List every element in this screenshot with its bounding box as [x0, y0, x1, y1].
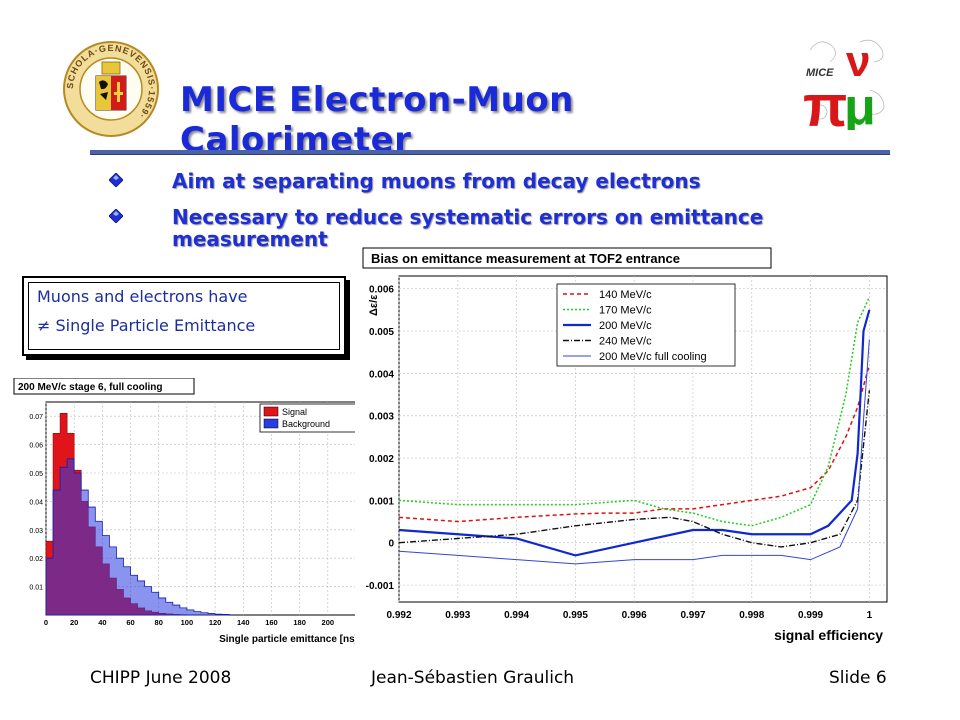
emittance-histogram-chart: 200 MeV/c stage 6, full cooling 0.01 0.02…	[10, 378, 362, 646]
bullet-text: Aim at separating muons from decay elect…	[172, 169, 701, 193]
line-y-tick-label: 0.002	[369, 454, 394, 465]
line-y-tick-label: 0.001	[369, 496, 394, 507]
histogram-background-series	[45, 458, 230, 616]
histogram-y-tick-label: 0.04	[29, 499, 43, 506]
histogram-y-tick-label: 0.06	[29, 443, 43, 450]
diamond-bullet-icon	[109, 173, 123, 187]
histogram-x-tick-label: 20	[70, 618, 78, 627]
histogram-title: 200 MeV/c stage 6, full cooling	[18, 382, 163, 393]
line-legend-label: 170 MeV/c	[599, 305, 652, 317]
title-divider	[90, 150, 890, 155]
line-chart-title: Bias on emittance measurement at TOF2 en…	[371, 251, 680, 266]
svg-text:ν: ν	[846, 37, 870, 86]
line-y-tick-label: 0.005	[369, 327, 394, 338]
line-x-tick-label: 0.994	[504, 610, 529, 621]
histogram-x-tick-label: 0	[44, 618, 48, 627]
line-x-tick-label: 1	[867, 610, 873, 621]
histogram-x-tick-label: 160	[265, 618, 278, 627]
line-x-tick-label: 0.992	[386, 610, 411, 621]
line-legend-label: 200 MeV/c full cooling	[599, 351, 707, 363]
line-y-tick-label: 0.004	[369, 369, 394, 380]
footer-slide-number: Slide 6	[829, 668, 887, 688]
diamond-bullet-icon	[109, 209, 123, 223]
histogram-x-tick-label: 80	[155, 618, 163, 627]
slide-title: MICE Electron-Muon Calorimeter	[180, 80, 574, 160]
callout-line-2: ≠ Single Particle Emittance	[37, 316, 256, 335]
line-y-tick-label: -0.001	[366, 581, 395, 592]
footer-event: CHIPP June 2008	[90, 668, 232, 688]
svg-text:π: π	[803, 74, 847, 130]
histogram-x-tick-label: 120	[209, 618, 222, 627]
emittance-bias-chart: Bias on emittance measurement at TOF2 en…	[355, 246, 895, 646]
histogram-x-label: Single particle emittance [ns]	[219, 634, 358, 645]
line-series	[398, 364, 871, 523]
svg-text:μ: μ	[844, 78, 876, 130]
callout-inner-border	[28, 282, 340, 350]
line-series	[398, 339, 870, 565]
histogram-legend-swatch	[263, 418, 279, 429]
line-x-tick-label: 0.997	[680, 610, 705, 621]
footer-author: Jean-Sébastien Graulich	[371, 668, 575, 688]
histogram-y-tick-label: 0.05	[29, 471, 43, 478]
line-y-tick-label: 0	[388, 539, 394, 550]
line-series	[398, 296, 871, 527]
histogram-x-tick-label: 60	[126, 618, 134, 627]
histogram-legend-label: Background	[282, 419, 330, 429]
line-y-tick-label: 0.003	[369, 412, 394, 423]
line-chart-x-label: signal efficiency	[774, 627, 883, 643]
line-x-tick-label: 0.999	[798, 610, 823, 621]
mice-logo-text: MICE	[806, 67, 834, 79]
line-chart-y-label: Δε/ε	[368, 294, 380, 316]
line-legend-label: 240 MeV/c	[599, 336, 652, 348]
line-legend-label: 200 MeV/c	[599, 320, 652, 332]
histogram-legend-label: Signal	[282, 407, 307, 417]
line-series	[398, 309, 871, 557]
line-series	[398, 390, 871, 548]
line-legend-label: 140 MeV/c	[599, 289, 652, 301]
line-y-tick-label: 0.006	[369, 285, 394, 296]
university-seal-logo: SCHOLA·GENEVENSIS·1559·	[62, 40, 160, 138]
line-x-tick-label: 0.998	[739, 610, 764, 621]
histogram-legend-swatch	[263, 406, 279, 417]
callout-box: Muons and electrons have ≠ Single Partic…	[22, 276, 346, 356]
histogram-y-tick-label: 0.02	[29, 556, 43, 563]
mice-logo: MICE π ν μ	[800, 30, 895, 130]
histogram-x-tick-label: 140	[237, 618, 250, 627]
callout-line-1: Muons and electrons have	[37, 287, 248, 306]
histogram-y-tick-label: 0.01	[29, 585, 43, 592]
histogram-x-tick-label: 40	[98, 618, 106, 627]
histogram-x-tick-label: 100	[181, 618, 194, 627]
histogram-y-tick-label: 0.03	[29, 528, 43, 535]
line-x-tick-label: 0.993	[445, 610, 470, 621]
histogram-y-tick-label: 0.07	[29, 414, 43, 421]
histogram-x-tick-label: 200	[322, 618, 335, 627]
bullet-text: Necessary to reduce systematic errors on…	[172, 205, 764, 251]
line-x-tick-label: 0.995	[563, 610, 588, 621]
line-x-tick-label: 0.996	[622, 610, 647, 621]
histogram-x-tick-label: 180	[293, 618, 306, 627]
